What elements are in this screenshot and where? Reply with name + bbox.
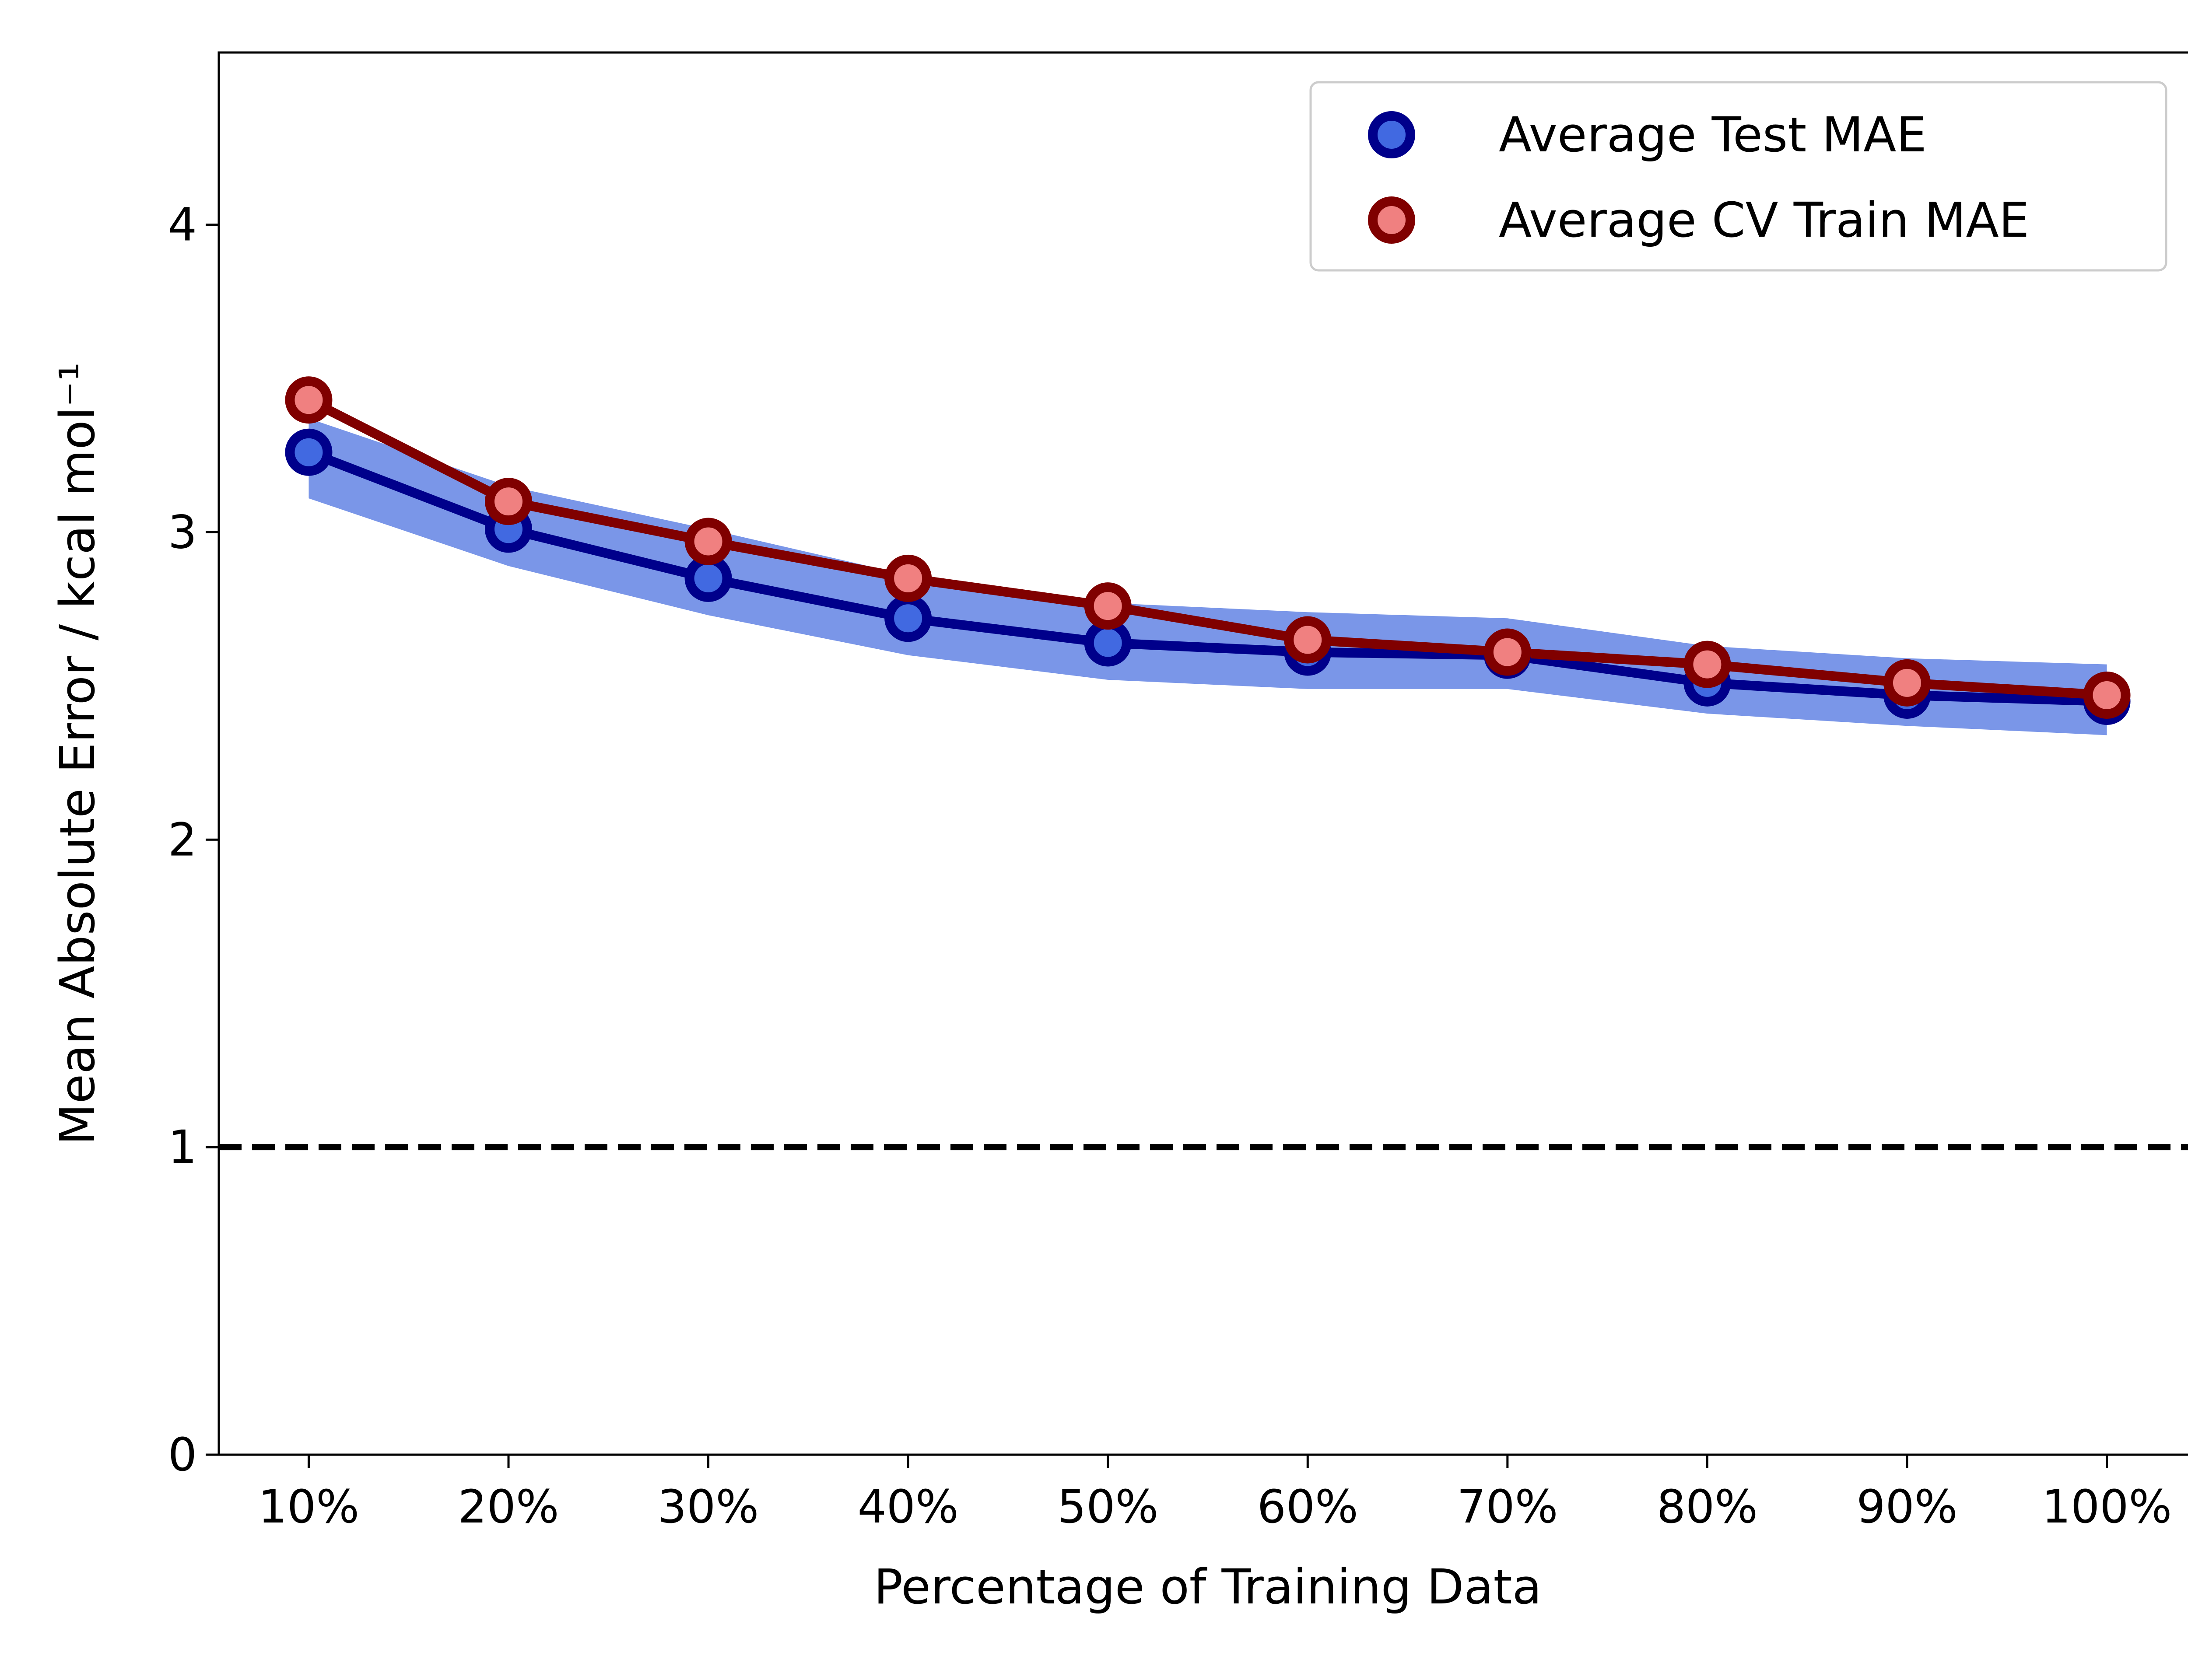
x-axis-title: Percentage of Training Data	[874, 1559, 1542, 1615]
data-point-0-3	[884, 595, 932, 642]
y-axis: 0 1 2 3 4	[168, 198, 219, 1481]
series-line-1	[306, 396, 2107, 700]
y-tick-label: 3	[168, 505, 197, 559]
y-tick-label: 1	[168, 1120, 197, 1174]
x-tick-label: 50%	[1057, 1480, 1158, 1533]
series-marker-layer	[285, 376, 2131, 725]
data-point-1-8	[1883, 659, 1931, 707]
legend-marker-cv-train-mae	[1368, 196, 1415, 244]
error-band-0	[309, 418, 2107, 735]
series-line-layer	[306, 396, 2107, 707]
y-tick-label: 2	[168, 813, 197, 866]
error-band-layer	[309, 418, 2107, 735]
x-tick-label: 70%	[1457, 1480, 1558, 1533]
data-point-0-0	[285, 428, 333, 476]
data-point-1-3	[884, 554, 932, 602]
legend: Average Test MAE Average CV Train MAE	[1309, 81, 2167, 272]
data-point-1-6	[1483, 628, 1531, 676]
x-tick-label: 20%	[458, 1480, 559, 1533]
data-point-0-2	[684, 554, 732, 602]
x-tick-label: 80%	[1657, 1480, 1758, 1533]
y-axis-title: Mean Absolute Error / kcal mol⁻¹	[49, 362, 105, 1145]
y-tick-label: 4	[168, 198, 197, 252]
data-point-1-1	[485, 478, 533, 525]
x-tick-label: 40%	[858, 1480, 959, 1533]
series-line-0	[307, 448, 2107, 707]
legend-marker-test-mae	[1368, 111, 1415, 158]
data-point-1-4	[1084, 582, 1132, 630]
data-point-1-0	[285, 376, 333, 424]
plot-area-frame	[217, 51, 2188, 1456]
x-tick-label: 30%	[658, 1480, 759, 1533]
legend-label-cv-train-mae: Average CV Train MAE	[1499, 192, 2029, 248]
data-point-0-4	[1084, 619, 1132, 667]
x-axis: 10% 20% 30% 40% 50% 60% 70% 80% 90% 100%	[258, 1455, 2172, 1533]
y-tick-label: 0	[168, 1428, 197, 1481]
x-tick-label: 60%	[1257, 1480, 1358, 1533]
x-tick-label: 90%	[1856, 1480, 1957, 1533]
x-tick-label: 100%	[2042, 1480, 2172, 1533]
data-point-1-7	[1683, 640, 1731, 688]
legend-label-test-mae: Average Test MAE	[1499, 107, 1927, 163]
legend-box	[1309, 81, 2167, 272]
x-tick-label: 10%	[258, 1480, 359, 1533]
data-point-1-5	[1284, 616, 1332, 664]
data-point-1-9	[2083, 671, 2131, 719]
data-point-1-2	[684, 518, 732, 565]
